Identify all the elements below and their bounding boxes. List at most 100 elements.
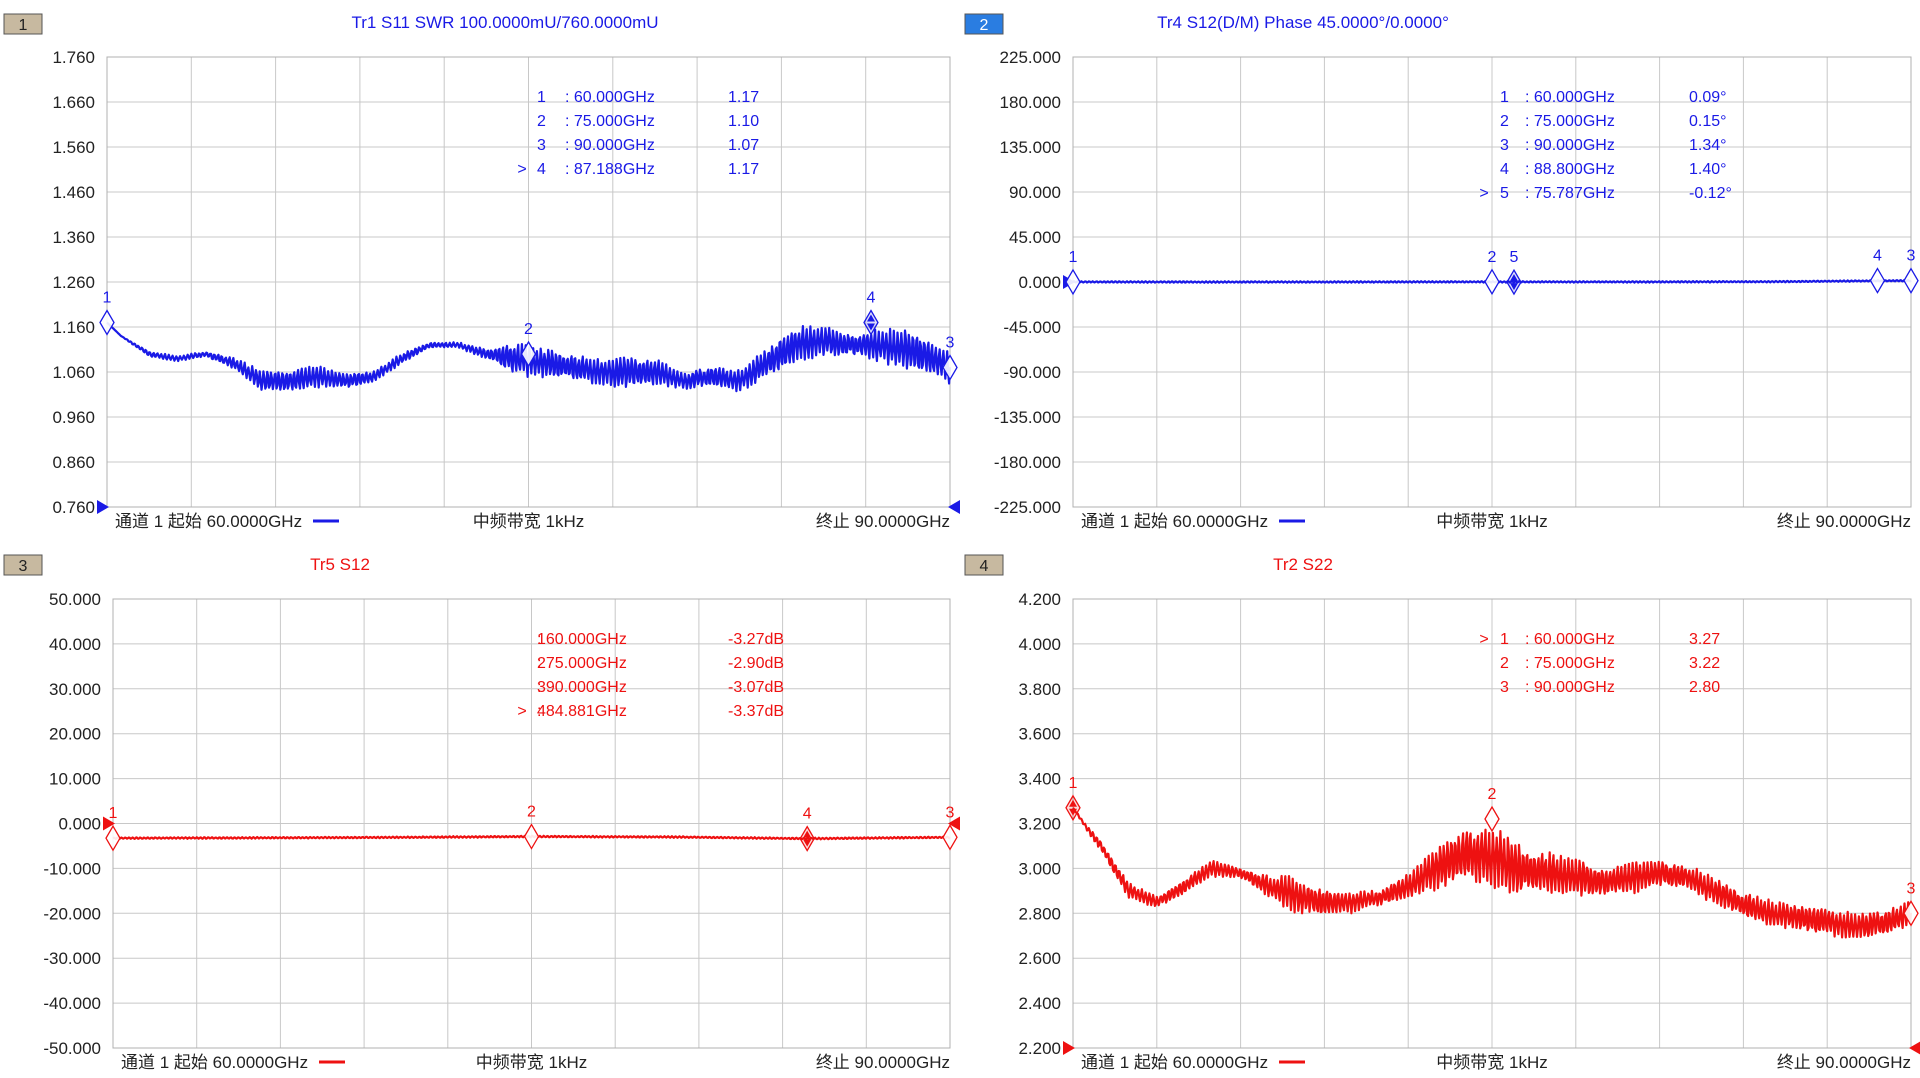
marker-3[interactable]: 3 [1903,880,1919,927]
marker-number: 2 [537,655,546,672]
plot-grid [112,598,951,1049]
footer-start-freq: 通道 1 起始 60.0000GHz [121,1053,308,1072]
marker-4[interactable]: 4 [863,290,879,336]
marker-frequency: : 75.000GHz [537,655,627,672]
ref-arrow-right [1909,1041,1920,1055]
marker-table-row: 1: 60.000GHz -3.27dB [537,631,784,648]
marker-diamond [1869,267,1886,294]
marker-4[interactable]: 4 [1869,248,1886,294]
marker-3[interactable]: 3 [942,335,958,381]
ref-arrow-right [948,500,960,514]
y-tick-label: 30.000 [49,680,101,699]
marker-4[interactable]: 4 [799,806,815,852]
y-tick-label: -10.000 [43,859,101,878]
y-tick-label: 0.760 [52,498,95,517]
marker-table-row: 2: 75.000GHz -2.90dB [537,655,784,672]
marker-2[interactable]: 2 [520,321,537,368]
marker-label: 1 [103,290,112,307]
marker-value: 1.40° [1689,161,1727,178]
footer-if-bandwidth: 中频带宽 1kHz [476,1053,587,1072]
marker-diamond [520,340,537,368]
marker-value: -3.07dB [728,679,784,696]
ref-arrow-left [97,500,109,514]
panel-ch2: 2 Tr4 S12(D/M) Phase 45.0000°/0.0000° 225.… [964,13,1919,531]
marker-5[interactable]: 5 [1506,249,1522,296]
marker-2[interactable]: 2 [523,804,540,850]
channel-badge[interactable] [3,13,43,35]
marker-label: 1 [1069,775,1078,792]
marker-label: 3 [1907,248,1916,265]
marker-value: 2.80 [1689,679,1720,696]
marker-table-row: 1: 60.000GHz 1.17 [537,89,759,106]
marker-frequency: : 84.881GHz [537,703,627,720]
y-tick-label: 45.000 [1009,228,1061,247]
footer-start-freq: 通道 1 起始 60.0000GHz [1081,1053,1268,1072]
marker-number: 2 [1500,113,1509,130]
y-tick-label: 1.760 [52,48,95,67]
y-tick-label: -50.000 [43,1039,101,1058]
marker-active-fill [1509,274,1518,291]
marker-frequency: : 90.000GHz [565,137,655,154]
marker-selected-indicator: > [517,703,526,720]
marker-number: 1 [1500,89,1509,106]
channel-badge-number: 3 [19,558,28,575]
marker-number: 5 [1500,185,1509,202]
footer-stop-freq: 终止 90.0000GHz [816,512,950,531]
marker-frequency: : 90.000GHz [537,679,627,696]
marker-table-row: >4: 87.188GHz 1.17 [517,161,759,178]
marker-number: 3 [1500,679,1509,696]
marker-value: 1.17 [728,89,759,106]
marker-number: 1 [1500,631,1509,648]
y-tick-label: 1.260 [52,273,95,292]
marker-number: 2 [1500,655,1509,672]
trace-title: Tr5 S12 [310,555,370,574]
y-tick-label: 1.060 [52,363,95,382]
marker-value: 3.22 [1689,655,1720,672]
marker-1[interactable]: 1 [1065,775,1081,822]
marker-1[interactable]: 1 [105,805,121,852]
marker-value: -3.27dB [728,631,784,648]
y-tick-label: -180.000 [994,453,1061,472]
marker-frequency: : 87.188GHz [565,161,655,178]
marker-3[interactable]: 3 [1903,248,1919,294]
marker-table-row: 3: 90.000GHz -3.07dB [537,679,784,696]
marker-selected-indicator: > [1479,185,1488,202]
marker-value: 0.09° [1689,89,1727,106]
y-tick-label: 1.660 [52,93,95,112]
marker-3[interactable]: 3 [942,804,958,851]
y-tick-label: 0.000 [58,815,101,834]
marker-1[interactable]: 1 [99,290,115,336]
plot-frame [1072,598,1912,1049]
marker-table-row: 2: 75.000GHz 3.22 [1500,655,1720,672]
marker-diamond [1903,900,1919,927]
marker-selected-indicator: > [1479,631,1488,648]
y-tick-label: 2.600 [1018,949,1061,968]
marker-number: 3 [537,679,546,696]
y-tick-label: 20.000 [49,725,101,744]
marker-diamond [863,309,879,336]
marker-1[interactable]: 1 [1065,249,1081,296]
y-tick-label: -30.000 [43,949,101,968]
channel-badge-number: 1 [19,17,28,34]
marker-number: 2 [537,113,546,130]
ref-arrow-right [948,816,960,831]
channel-badge[interactable] [3,554,43,576]
ref-arrow-left [1063,1041,1075,1055]
marker-2[interactable]: 2 [1484,249,1500,296]
marker-frequency: : 90.000GHz [1525,679,1615,696]
y-tick-label: 0.960 [52,408,95,427]
marker-table-row: >1: 60.000GHz 3.27 [1479,631,1720,648]
marker-label: 1 [1069,249,1078,266]
y-tick-label: -20.000 [43,904,101,923]
marker-2[interactable]: 2 [1484,786,1500,833]
marker-label: 3 [1907,880,1916,897]
channel-badge[interactable] [964,13,1004,35]
marker-number: 4 [537,161,546,178]
footer-stop-freq: 终止 90.0000GHz [1777,1053,1911,1072]
marker-number: 3 [1500,137,1509,154]
y-tick-label: -90.000 [1003,363,1061,382]
y-tick-label: 135.000 [1000,138,1061,157]
channel-badge[interactable] [964,554,1004,576]
marker-frequency: : 60.000GHz [537,631,627,648]
y-tick-label: 40.000 [49,635,101,654]
